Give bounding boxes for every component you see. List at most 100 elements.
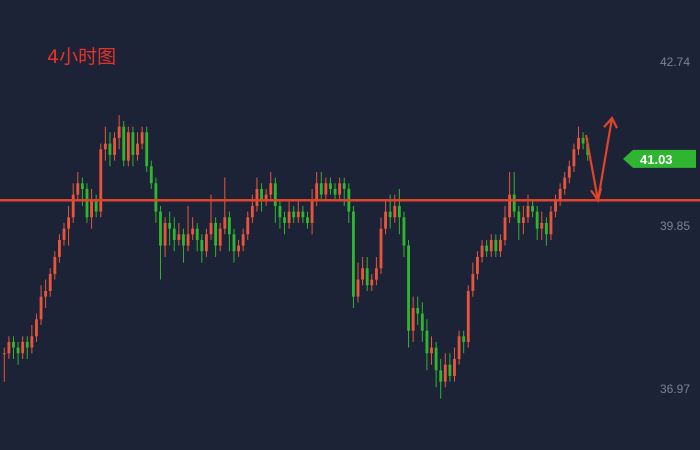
- candle: [85, 183, 89, 223]
- candle: [76, 171, 80, 201]
- candle-body: [246, 217, 250, 235]
- candle: [480, 239, 484, 263]
- candle: [512, 171, 516, 218]
- candle-body: [126, 132, 130, 161]
- candle: [517, 205, 521, 240]
- candle: [62, 222, 66, 246]
- candle: [126, 126, 130, 167]
- candle-body: [218, 228, 222, 246]
- candle: [572, 143, 576, 172]
- candle-body: [567, 166, 571, 178]
- candle-body: [117, 126, 121, 138]
- candle-body: [577, 137, 580, 150]
- candle-body: [407, 245, 410, 331]
- candle-body: [113, 137, 116, 155]
- candle-body: [241, 234, 245, 246]
- candle-body: [103, 143, 107, 150]
- candle: [329, 177, 332, 195]
- candle: [269, 171, 273, 201]
- candle-body: [250, 205, 254, 218]
- candle-body: [425, 330, 429, 354]
- candle-body: [494, 239, 498, 252]
- candle-body: [388, 211, 392, 218]
- candle: [453, 347, 456, 382]
- candle: [471, 262, 475, 297]
- y-axis: 42.74 39.85 36.97: [660, 55, 690, 396]
- candle-body: [39, 296, 43, 320]
- candle-body: [498, 239, 502, 252]
- candle-body: [237, 245, 241, 252]
- candle-body: [232, 234, 236, 252]
- candle: [439, 358, 443, 399]
- chart-title: 4小时图: [47, 46, 116, 68]
- candle: [508, 171, 512, 223]
- candle: [567, 160, 571, 184]
- candle-body: [370, 279, 374, 286]
- candle-body: [149, 166, 153, 184]
- candle: [402, 211, 406, 257]
- candle-body: [471, 273, 475, 291]
- candle-body: [581, 137, 585, 144]
- candle-body: [255, 188, 259, 206]
- candle: [425, 319, 429, 371]
- candle-body: [122, 126, 126, 161]
- candle-body: [209, 222, 213, 235]
- candle: [411, 296, 415, 342]
- candle: [283, 211, 286, 235]
- candle: [182, 228, 185, 263]
- candle-body: [434, 347, 438, 371]
- candle-body: [549, 211, 553, 235]
- candle-body: [476, 256, 479, 274]
- candle-body: [90, 200, 94, 218]
- candle-body: [351, 211, 355, 297]
- candle: [558, 183, 562, 206]
- candle: [177, 222, 181, 246]
- candle: [333, 183, 337, 201]
- candle-body: [310, 200, 314, 223]
- candle: [485, 239, 489, 257]
- candle-body: [71, 194, 75, 218]
- candle: [227, 211, 231, 252]
- candle-body: [526, 205, 530, 218]
- candle: [159, 205, 162, 280]
- candle-body: [191, 228, 195, 235]
- candle-body: [108, 143, 112, 155]
- candle: [7, 336, 11, 359]
- candle: [12, 336, 15, 359]
- candle: [306, 211, 309, 229]
- candle-body: [292, 211, 296, 218]
- candle: [172, 217, 176, 252]
- candle: [503, 205, 507, 246]
- y-tick-label: 39.85: [660, 219, 690, 233]
- candle: [260, 183, 263, 212]
- candle-body: [21, 341, 25, 354]
- candle: [163, 217, 167, 257]
- candle-body: [278, 205, 282, 218]
- candle-body: [319, 183, 323, 195]
- candle: [44, 279, 48, 308]
- candle: [535, 205, 539, 240]
- candle-body: [503, 217, 507, 240]
- candle-body: [301, 211, 305, 218]
- candle: [57, 234, 61, 263]
- candle-body: [329, 183, 332, 189]
- candle-body: [145, 132, 149, 167]
- candle-body: [365, 268, 369, 286]
- candle-body: [443, 364, 447, 382]
- candle-body: [462, 336, 466, 342]
- candle-body: [85, 188, 89, 218]
- candle: [521, 205, 525, 235]
- candle-body: [214, 222, 218, 246]
- candle-body: [163, 222, 167, 246]
- y-tick-label: 36.97: [660, 382, 690, 396]
- candle: [232, 228, 236, 263]
- candle: [204, 228, 208, 257]
- candle: [434, 341, 438, 388]
- candle: [301, 205, 305, 223]
- candle: [131, 126, 135, 167]
- candle-body: [411, 307, 415, 331]
- candle: [30, 324, 34, 354]
- candle: [549, 205, 553, 240]
- candle-body: [16, 347, 20, 354]
- candle: [407, 239, 410, 348]
